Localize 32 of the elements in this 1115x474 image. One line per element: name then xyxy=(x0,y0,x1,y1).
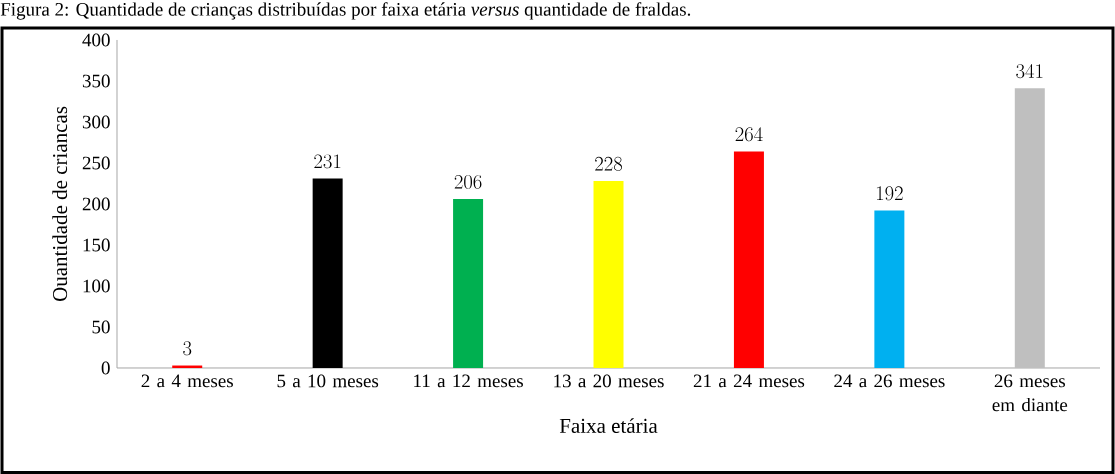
y-tick-label: 350 xyxy=(82,74,110,88)
y-tick-label: 300 xyxy=(82,115,110,129)
chart-title: Figura 2: Quantidade de crianças distribuídas por faixa etária versus quantidade de fraldas. xyxy=(0,2,691,20)
x-axis-title: Faixa etária xyxy=(559,418,658,433)
bar xyxy=(593,181,624,368)
data-label: 231 xyxy=(314,154,341,169)
bar xyxy=(1014,88,1045,368)
y-tick-label: 100 xyxy=(83,279,110,293)
x-tick-label: 2 a 4 meses xyxy=(141,374,233,388)
y-tick-label: 150 xyxy=(83,238,110,252)
bar xyxy=(312,178,343,368)
x-tick-label: 13 a 20 meses xyxy=(554,374,664,388)
data-label: 192 xyxy=(876,186,903,201)
y-tick-label: 400 xyxy=(82,33,110,47)
x-tick-label: 11 a 12 meses xyxy=(414,374,523,388)
y-axis-title: Ouantidade de criancas xyxy=(52,106,68,302)
data-label: 228 xyxy=(595,156,622,171)
bar xyxy=(733,151,764,368)
data-label: 3 xyxy=(183,341,192,356)
y-tick-label: 250 xyxy=(82,156,110,170)
data-label: 341 xyxy=(1016,64,1043,79)
x-tick-label: 26 meses em diante xyxy=(992,374,1068,412)
data-label: 264 xyxy=(735,127,763,142)
bar xyxy=(874,210,905,368)
x-tick-label: 5 a 10 meses xyxy=(277,374,379,388)
y-tick-label: 0 xyxy=(101,361,110,375)
x-tick-label: 24 a 26 meses xyxy=(834,374,945,388)
bar xyxy=(453,199,484,368)
x-tick-label: 21 a 24 meses xyxy=(693,374,805,388)
data-label: 206 xyxy=(454,174,482,189)
y-tick-label: 50 xyxy=(92,320,110,334)
y-tick-label: 200 xyxy=(82,197,110,211)
